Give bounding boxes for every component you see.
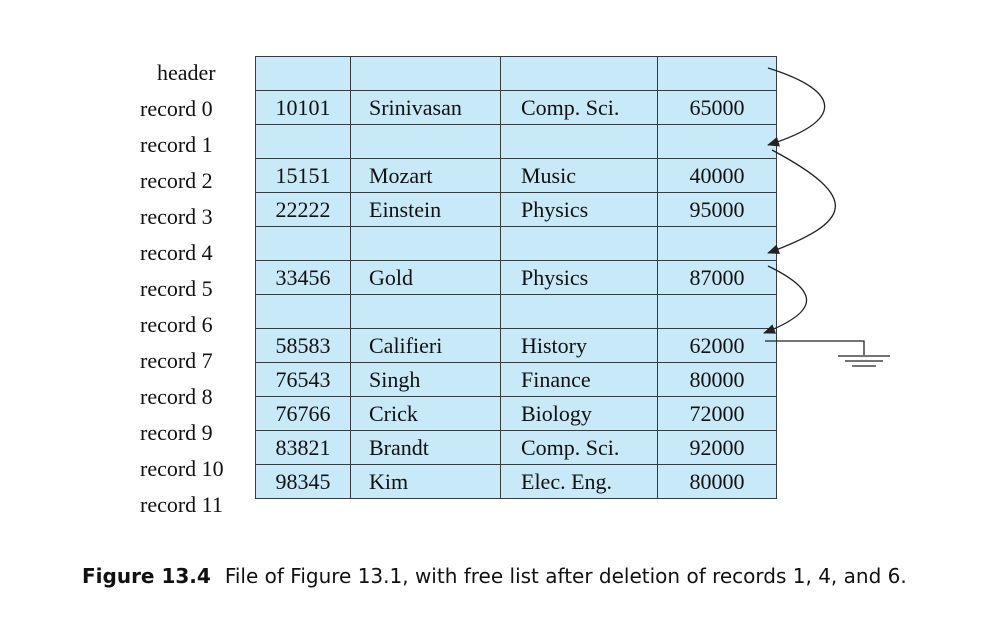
row-label-record-8: record 8 xyxy=(140,384,213,409)
cell-id xyxy=(255,56,351,91)
cell-dept: History xyxy=(500,328,658,363)
cell-dept: Biology xyxy=(500,396,658,431)
cell-id: 83821 xyxy=(255,430,351,465)
cell-name: Mozart xyxy=(350,158,501,193)
figure-caption: Figure 13.4 File of Figure 13.1, with fre… xyxy=(82,564,907,588)
cell-salary: 65000 xyxy=(657,90,777,125)
cell-salary xyxy=(657,124,777,159)
row-label-record-2: record 2 xyxy=(140,168,213,193)
cell-salary: 72000 xyxy=(657,396,777,431)
row-label-record-9: record 9 xyxy=(140,420,213,445)
free-list-arrow-header-to-record-1 xyxy=(767,67,826,147)
caption-label: Figure 13.4 xyxy=(82,564,211,588)
row-label-record-0: record 0 xyxy=(140,96,213,121)
table-row-header xyxy=(255,56,777,91)
row-label-record-11: record 11 xyxy=(140,492,223,517)
cell-id xyxy=(255,294,351,329)
cell-name: Kim xyxy=(350,464,501,499)
cell-salary: 95000 xyxy=(657,192,777,227)
caption-text: File of Figure 13.1, with free list afte… xyxy=(224,564,907,588)
row-label-record-4: record 4 xyxy=(140,240,213,265)
cell-dept: Comp. Sci. xyxy=(500,430,658,465)
cell-name xyxy=(350,294,501,329)
cell-id: 22222 xyxy=(255,192,351,227)
row-label-header: header xyxy=(157,60,216,85)
records-table: 10101 Srinivasan Comp. Sci. 65000 15151 … xyxy=(255,56,777,499)
table-row: 76766 Crick Biology 72000 xyxy=(255,396,777,431)
cell-salary xyxy=(657,226,777,261)
row-label-record-10: record 10 xyxy=(140,456,224,481)
ground-icon xyxy=(765,340,890,367)
table-row: 58583 Califieri History 62000 xyxy=(255,328,777,363)
row-label-record-1: record 1 xyxy=(140,132,213,157)
cell-id: 15151 xyxy=(255,158,351,193)
row-label-record-6: record 6 xyxy=(140,312,213,337)
cell-name: Singh xyxy=(350,362,501,397)
cell-id: 76543 xyxy=(255,362,351,397)
cell-name: Califieri xyxy=(350,328,501,363)
cell-salary: 62000 xyxy=(657,328,777,363)
free-list-arrow-record-4-to-record-6 xyxy=(763,265,808,334)
row-label-record-7: record 7 xyxy=(140,348,213,373)
table-row: 98345 Kim Elec. Eng. 80000 xyxy=(255,464,777,499)
cell-name: Srinivasan xyxy=(350,90,501,125)
cell-salary: 92000 xyxy=(657,430,777,465)
table-row xyxy=(255,226,777,261)
table-row: 15151 Mozart Music 40000 xyxy=(255,158,777,193)
row-label-record-3: record 3 xyxy=(140,204,213,229)
cell-name xyxy=(350,124,501,159)
free-list-arrow-record-1-to-record-4 xyxy=(767,149,836,254)
cell-dept xyxy=(500,56,658,91)
cell-name: Brandt xyxy=(350,430,501,465)
cell-id: 98345 xyxy=(255,464,351,499)
cell-salary: 80000 xyxy=(657,464,777,499)
cell-salary: 40000 xyxy=(657,158,777,193)
cell-salary xyxy=(657,56,777,91)
cell-dept: Physics xyxy=(500,192,658,227)
cell-dept: Music xyxy=(500,158,658,193)
cell-id: 58583 xyxy=(255,328,351,363)
cell-id: 33456 xyxy=(255,260,351,295)
cell-id: 76766 xyxy=(255,396,351,431)
cell-id xyxy=(255,124,351,159)
table-row: 83821 Brandt Comp. Sci. 92000 xyxy=(255,430,777,465)
row-label-record-5: record 5 xyxy=(140,276,213,301)
cell-dept: Elec. Eng. xyxy=(500,464,658,499)
table-row xyxy=(255,294,777,329)
table-row xyxy=(255,124,777,159)
